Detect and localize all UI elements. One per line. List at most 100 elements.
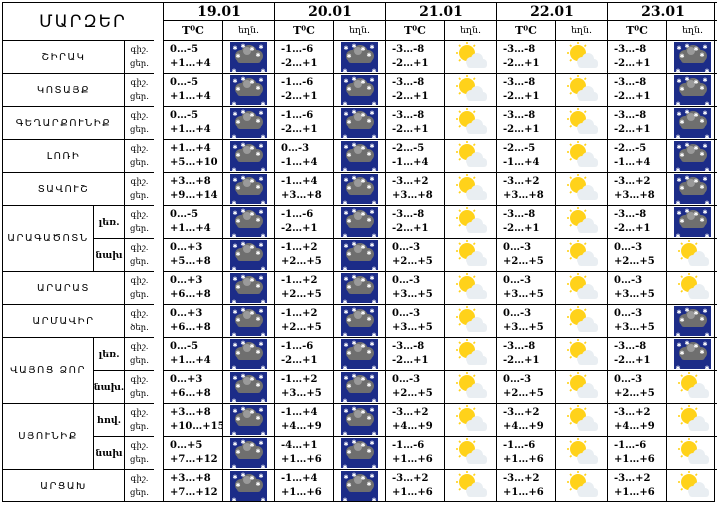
svg-text:✱: ✱ (343, 111, 348, 118)
night-temperature: 0…-5 (170, 110, 199, 121)
svg-text:✱: ✱ (235, 152, 240, 159)
temperature-cell: -1…-6 -2…+1 (274, 106, 333, 139)
weather-icon-cell (555, 172, 607, 205)
svg-text:✱: ✱ (351, 307, 356, 314)
night-temperature: -4…+1 (281, 440, 318, 451)
svg-text:✱: ✱ (342, 431, 347, 435)
svg-text:✱: ✱ (343, 210, 348, 217)
snow-cloud-night-icon: ✱ ✱ ✱ ✱ ✱ ✱ ✱ ✱ (230, 405, 267, 435)
svg-text:✱: ✱ (342, 233, 347, 237)
svg-text:✱: ✱ (366, 184, 371, 191)
snow-cloud-night-icon: ✱ ✱ ✱ ✱ ✱ ✱ ✱ ✱ (674, 174, 711, 204)
region-name: ԿՈՏԱՅՔ (2, 73, 124, 106)
region-name: ՇԻՐԱԿ (2, 40, 124, 73)
svg-text:✱: ✱ (343, 276, 348, 283)
sun-cloud-icon (452, 372, 489, 402)
snow-cloud-night-icon: ✱ ✱ ✱ ✱ ✱ ✱ ✱ ✱ (341, 75, 378, 105)
weather-icon-cell (444, 469, 496, 502)
svg-text:✱: ✱ (693, 178, 698, 185)
day-temperature: -2…+1 (392, 91, 429, 102)
svg-text:✱: ✱ (704, 233, 709, 237)
svg-text:✱: ✱ (255, 316, 260, 323)
temperature-cell: -3…-8 -2…+1 (496, 73, 555, 106)
svg-text:✱: ✱ (351, 175, 356, 182)
day-temperature: -1…+4 (614, 157, 651, 168)
night-day-labels: գիշ. ցեր. (124, 172, 154, 205)
night-temperature: -3…+2 (614, 473, 651, 484)
night-temperature: -3…+2 (614, 176, 651, 187)
weather-icon-cell: ✱ ✱ ✱ ✱ ✱ ✱ ✱ ✱ (333, 172, 385, 205)
svg-text:✱: ✱ (231, 365, 236, 369)
weather-icon-cell (444, 370, 496, 403)
svg-text:✱: ✱ (702, 143, 707, 150)
svg-text:✱: ✱ (240, 274, 245, 281)
night-temperature: -1…+4 (281, 473, 318, 484)
night-temperature: +3…+8 (170, 473, 211, 484)
svg-text:✱: ✱ (346, 416, 351, 423)
region-name-text: ԳԵՂԱՐՔՈՒՆԻՔ (15, 117, 112, 129)
night-label: գիշ. (130, 276, 149, 286)
snow-cloud-night-icon: ✱ ✱ ✱ ✱ ✱ ✱ ✱ ✱ (230, 141, 267, 171)
snow-cloud-night-icon: ✱ ✱ ✱ ✱ ✱ ✱ ✱ ✱ (230, 174, 267, 204)
weather-icon-cell (555, 271, 607, 304)
temperature-cell: 0…-3 +3…+5 (385, 304, 444, 337)
weather-icon-cell: ✱ ✱ ✱ ✱ ✱ ✱ ✱ ✱ (666, 106, 717, 139)
night-day-labels: գիշ. ցեր. (124, 337, 154, 370)
temperature-cell: -1…+2 +3…+5 (274, 370, 333, 403)
night-temperature: -3…-8 (392, 44, 425, 55)
weather-icon-cell (444, 436, 496, 469)
svg-text:✱: ✱ (676, 309, 681, 316)
svg-text:✱: ✱ (360, 376, 365, 383)
svg-text:✱: ✱ (346, 350, 351, 357)
svg-text:✱: ✱ (346, 383, 351, 390)
weather-icon-cell: ✱ ✱ ✱ ✱ ✱ ✱ ✱ ✱ (333, 205, 385, 238)
day-label: ցեր. (130, 92, 149, 102)
svg-text:✱: ✱ (351, 439, 356, 446)
snow-cloud-night-icon: ✱ ✱ ✱ ✱ ✱ ✱ ✱ ✱ (341, 141, 378, 171)
day-temperature: +3…+5 (281, 388, 322, 399)
day-label: ծեր. (130, 323, 149, 333)
svg-text:✱: ✱ (675, 233, 680, 237)
svg-text:✱: ✱ (366, 448, 371, 455)
sun-cloud-icon (452, 405, 489, 435)
night-temperature: 0…-3 (503, 275, 532, 286)
temperature-cell: -1…-6 +1…+6 (607, 436, 666, 469)
svg-text:✱: ✱ (684, 208, 689, 215)
sub-area-text: նախ. (93, 381, 124, 393)
region-name: ԱՐԱԳԱԾՈՏՆ (2, 205, 93, 271)
svg-text:✱: ✱ (235, 218, 240, 225)
svg-text:✱: ✱ (360, 409, 365, 416)
sub-area-label: հով. (93, 403, 124, 436)
weather-icon-cell (666, 436, 717, 469)
weather-icon-cell (555, 205, 607, 238)
night-temperature: -3…+2 (503, 407, 540, 418)
svg-text:✱: ✱ (351, 472, 356, 479)
day-label: ցեր. (130, 389, 149, 399)
svg-text:✱: ✱ (342, 299, 347, 303)
svg-text:✱: ✱ (255, 349, 260, 356)
weather-icon-cell: ✱ ✱ ✱ ✱ ✱ ✱ ✱ ✱ (333, 40, 385, 73)
svg-text:✱: ✱ (360, 442, 365, 449)
temperature-cell: -3…+2 +4…+9 (607, 403, 666, 436)
day-label: ցեր. (130, 224, 149, 234)
snow-cloud-night-icon: ✱ ✱ ✱ ✱ ✱ ✱ ✱ ✱ (674, 75, 711, 105)
weather-icon-cell: ✱ ✱ ✱ ✱ ✱ ✱ ✱ ✱ (666, 40, 717, 73)
day-temperature: +7…+12 (170, 454, 218, 465)
date-header: 20.01 (274, 2, 385, 20)
weather-icon-cell: ✱ ✱ ✱ ✱ ✱ ✱ ✱ ✱ (222, 40, 274, 73)
svg-text:✱: ✱ (232, 441, 237, 448)
svg-text:✱: ✱ (258, 77, 263, 84)
temperature-cell: 0…-3 +3…+5 (496, 271, 555, 304)
night-temperature: 0…+3 (170, 242, 203, 253)
snow-cloud-night-icon: ✱ ✱ ✱ ✱ ✱ ✱ ✱ ✱ (341, 42, 378, 72)
svg-text:✱: ✱ (342, 365, 347, 369)
day-temperature: -2…+1 (503, 124, 540, 135)
svg-text:✱: ✱ (369, 44, 374, 51)
region-name: ԳԵՂԱՐՔՈՒՆԻՔ (2, 106, 124, 139)
day-label: ցեր. (130, 488, 149, 498)
temperature-cell: -3…-8 -2…+1 (607, 337, 666, 370)
night-temperature: -1…+2 (281, 374, 318, 385)
weather-column-header: եղն. (666, 20, 717, 40)
svg-text:✱: ✱ (351, 274, 356, 281)
weather-icon-cell (444, 40, 496, 73)
